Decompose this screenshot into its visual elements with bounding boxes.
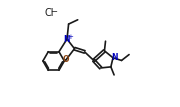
Text: O: O: [63, 55, 69, 64]
Text: +: +: [67, 34, 73, 40]
Text: N: N: [64, 35, 70, 44]
Text: N: N: [111, 53, 118, 62]
Text: −: −: [50, 7, 57, 16]
Text: Cl: Cl: [44, 8, 54, 18]
